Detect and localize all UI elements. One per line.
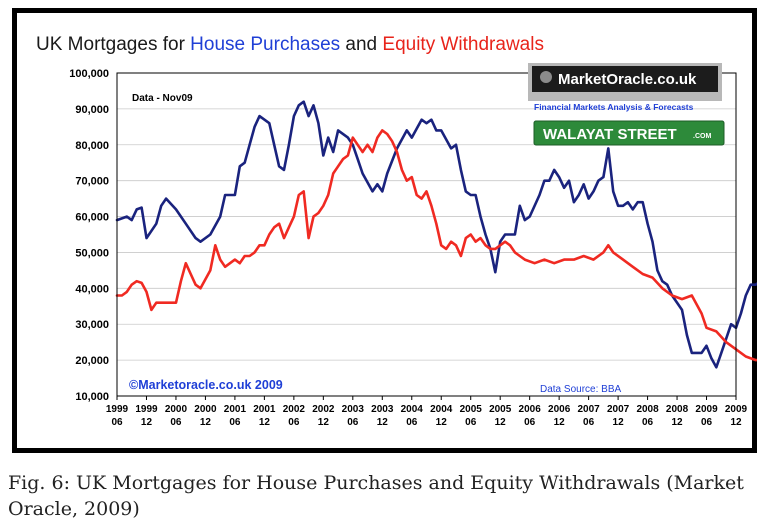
x-tick-month: 06: [524, 417, 536, 428]
x-tick-month: 12: [495, 417, 507, 428]
x-tick-month: 12: [259, 417, 271, 428]
series-line-house-purchases: [115, 100, 757, 369]
plot-area-border: [116, 72, 737, 397]
x-tick-month: 12: [613, 417, 625, 428]
x-tick-month: 12: [554, 417, 566, 428]
x-tick-year: 2009: [725, 404, 748, 415]
badge-suffix: .COM: [693, 133, 711, 140]
logo-tagline: Financial Markets Analysis & Forecasts: [534, 102, 694, 112]
x-tick-month: 06: [111, 417, 123, 428]
y-axis-ticks: 10,000 20,000 30,000 40,000 50,000 60,000 70,0…: [69, 68, 109, 403]
x-tick-year: 2005: [489, 404, 512, 415]
y-tick-label: 100,000: [69, 68, 109, 80]
x-tick-month: 12: [318, 417, 330, 428]
y-tick-label: 30,000: [75, 319, 109, 331]
copyright-label: ©Marketoracle.co.uk 2009: [129, 378, 283, 392]
series-lines: [115, 100, 757, 369]
badge-text: WALAYAT STREET: [543, 126, 677, 143]
y-tick-label: 50,000: [75, 247, 109, 259]
x-tick-year: 2008: [636, 404, 659, 415]
y-tick-label: 70,000: [75, 176, 109, 188]
x-tick-month: 06: [288, 417, 300, 428]
x-tick-year: 2007: [607, 404, 630, 415]
y-tick-label: 40,000: [75, 283, 109, 295]
y-tick-label: 80,000: [75, 140, 109, 152]
x-tick-month: 06: [229, 417, 241, 428]
title-part-0: UK Mortgages for: [36, 34, 190, 55]
chart-title: UK Mortgages for House Purchases and Equ…: [36, 34, 544, 55]
x-tick-month: 06: [406, 417, 418, 428]
badge-background: [533, 120, 725, 146]
oracle-figure-icon: [540, 71, 552, 83]
marketoracle-logo: MarketOracle.co.uk Financial Markets Ana…: [528, 63, 722, 112]
y-tick-label: 90,000: [75, 104, 109, 116]
data-note: Data - Nov09: [132, 93, 193, 104]
x-tick-year: 2009: [695, 404, 718, 415]
x-tick-year: 1999: [106, 404, 129, 415]
x-axis-ticks: 1999 06 1999 12 2000 06 2000 12 2001 06 2001 12 2002…: [106, 396, 748, 428]
x-tick-year: 2004: [401, 404, 424, 415]
x-tick-year: 2005: [460, 404, 483, 415]
x-tick-month: 12: [377, 417, 389, 428]
line-chart: UK Mortgages for House Purchases and Equ…: [17, 13, 757, 448]
data-source-label: Data Source: BBA: [540, 384, 621, 395]
x-tick-year: 2006: [519, 404, 542, 415]
x-tick-year: 2000: [165, 404, 188, 415]
x-tick-month: 06: [465, 417, 477, 428]
x-tick-year: 2003: [342, 404, 365, 415]
y-tick-label: 20,000: [75, 355, 109, 367]
chart-frame: UK Mortgages for House Purchases and Equ…: [12, 8, 757, 453]
x-tick-month: 06: [642, 417, 654, 428]
x-tick-month: 12: [730, 417, 742, 428]
figure-caption: Fig. 6: UK Mortgages for House Purchases…: [8, 472, 744, 520]
title-part-1: House Purchases: [190, 34, 340, 55]
x-tick-month: 12: [436, 417, 448, 428]
x-tick-year: 2000: [194, 404, 217, 415]
x-tick-year: 2008: [666, 404, 689, 415]
x-tick-year: 2001: [253, 404, 276, 415]
x-tick-year: 2002: [312, 404, 335, 415]
x-tick-year: 2001: [224, 404, 247, 415]
x-tick-year: 2007: [577, 404, 600, 415]
x-tick-month: 06: [347, 417, 359, 428]
series-line-equity-withdrawals: [115, 129, 757, 362]
x-tick-month: 12: [141, 417, 153, 428]
x-tick-month: 06: [170, 417, 182, 428]
x-tick-month: 12: [200, 417, 212, 428]
walayat-street-badge: WALAYAT STREET .COM: [533, 120, 725, 146]
y-tick-label: 60,000: [75, 212, 109, 224]
title-part-2: and: [340, 34, 382, 55]
x-tick-month: 06: [701, 417, 713, 428]
x-tick-year: 2006: [548, 404, 571, 415]
logo-brand: MarketOracle.co.uk: [558, 71, 697, 88]
x-tick-year: 2002: [283, 404, 306, 415]
x-tick-year: 1999: [135, 404, 158, 415]
x-tick-year: 2003: [371, 404, 394, 415]
x-tick-year: 2004: [430, 404, 453, 415]
y-tick-label: 10,000: [75, 391, 109, 403]
x-tick-month: 12: [671, 417, 683, 428]
logo-banner: [532, 66, 718, 92]
x-tick-month: 06: [583, 417, 595, 428]
title-part-3: Equity Withdrawals: [382, 34, 544, 55]
